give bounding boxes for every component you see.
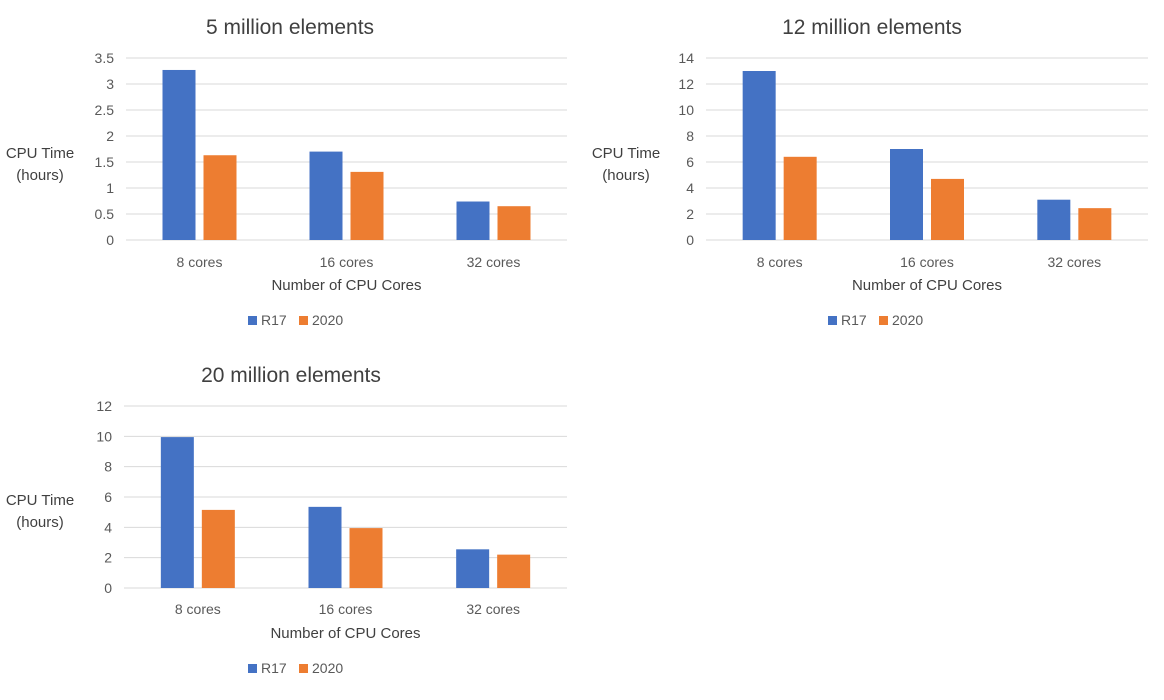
bar-r17-8-cores — [160, 437, 194, 588]
y-tick-label: 0.5 — [95, 206, 115, 222]
x-axis-label: Number of CPU Cores — [270, 625, 420, 642]
bar-2020-8-cores — [201, 509, 235, 588]
y-tick-label: 6 — [686, 154, 694, 170]
x-tick-label: 32 cores — [1047, 254, 1101, 270]
chart-title: 5 million elements — [206, 16, 374, 39]
legend-swatch-2020 — [879, 316, 888, 325]
bar-2020-32-cores — [497, 554, 531, 588]
y-tick-label: 10 — [96, 428, 112, 444]
y-tick-label: 2 — [104, 550, 112, 566]
x-axis-label: Number of CPU Cores — [271, 277, 421, 294]
bar-r17-32-cores — [456, 201, 490, 240]
legend-label: 2020 — [312, 312, 343, 328]
x-tick-label: 32 cores — [467, 254, 521, 270]
y-tick-label: 8 — [686, 128, 694, 144]
y-tick-label: 4 — [686, 180, 694, 196]
legend-swatch-r17 — [248, 664, 257, 673]
y-axis-label: CPU Time — [6, 145, 74, 162]
x-tick-label: 16 cores — [900, 254, 954, 270]
x-tick-label: 32 cores — [466, 601, 520, 617]
y-tick-label: 1 — [106, 180, 114, 196]
y-tick-label: 10 — [678, 102, 694, 118]
bar-2020-16-cores — [350, 171, 384, 240]
x-tick-label: 8 cores — [177, 254, 223, 270]
bar-r17-32-cores — [456, 549, 490, 588]
y-axis-label: (hours) — [602, 167, 650, 184]
x-axis-label: Number of CPU Cores — [852, 277, 1002, 294]
y-tick-label: 12 — [96, 398, 112, 414]
chart-title: 20 million elements — [201, 364, 381, 387]
y-axis-label: (hours) — [16, 167, 64, 184]
y-tick-label: 0 — [104, 580, 112, 596]
legend-label: 2020 — [892, 312, 923, 328]
y-tick-label: 3 — [106, 76, 114, 92]
y-tick-label: 0 — [106, 232, 114, 248]
legend-swatch-r17 — [828, 316, 837, 325]
y-tick-label: 1.5 — [95, 154, 115, 170]
bar-r17-16-cores — [309, 151, 343, 240]
x-tick-label: 8 cores — [175, 601, 221, 617]
y-tick-label: 14 — [678, 50, 694, 66]
bar-2020-16-cores — [931, 178, 964, 240]
legend-swatch-r17 — [248, 316, 257, 325]
bar-2020-16-cores — [349, 528, 383, 588]
legend-swatch-2020 — [299, 664, 308, 673]
legend-label: R17 — [261, 312, 287, 328]
chart-panel-2: 12 million elements 0 2 4 6 8 10 12 14 CPU Time (h… — [592, 16, 1148, 328]
chart-panel-1: 5 million elements 0 0.5 1 1.5 2 2.5 3 3.5 CPU Ti… — [6, 16, 567, 328]
y-tick-label: 0 — [686, 232, 694, 248]
legend-label: R17 — [261, 660, 287, 676]
bar-r17-32-cores — [1037, 199, 1071, 240]
y-tick-label: 2 — [106, 128, 114, 144]
y-tick-label: 8 — [104, 459, 112, 475]
y-axis-label: (hours) — [16, 514, 64, 531]
y-axis-label: CPU Time — [592, 145, 660, 162]
chart-panel-3: 20 million elements 0 2 4 6 8 10 12 CPU Time (hou… — [6, 364, 567, 676]
bar-r17-16-cores — [308, 506, 342, 588]
bar-2020-8-cores — [203, 155, 237, 240]
y-tick-label: 12 — [678, 76, 694, 92]
y-tick-label: 4 — [104, 519, 112, 535]
x-tick-label: 8 cores — [757, 254, 803, 270]
y-axis-label: CPU Time — [6, 492, 74, 509]
bar-r17-8-cores — [162, 69, 196, 241]
bar-2020-8-cores — [783, 156, 817, 240]
y-tick-label: 6 — [104, 489, 112, 505]
bar-r17-8-cores — [742, 71, 776, 240]
y-tick-label: 3.5 — [95, 50, 115, 66]
x-tick-label: 16 cores — [319, 601, 373, 617]
x-tick-label: 16 cores — [320, 254, 374, 270]
bar-r17-16-cores — [890, 149, 923, 240]
bar-2020-32-cores — [497, 206, 531, 240]
chart-title: 12 million elements — [782, 16, 962, 39]
y-tick-label: 2.5 — [95, 102, 115, 118]
y-tick-label: 2 — [686, 206, 694, 222]
legend-label: R17 — [841, 312, 867, 328]
legend-label: 2020 — [312, 660, 343, 676]
legend-swatch-2020 — [299, 316, 308, 325]
bar-2020-32-cores — [1078, 208, 1112, 240]
